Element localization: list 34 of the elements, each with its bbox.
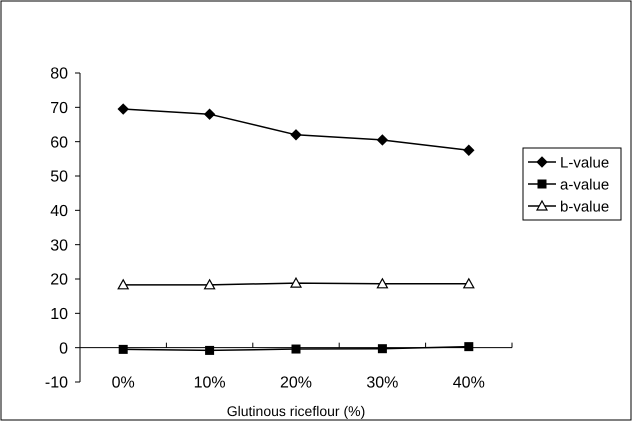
x-tick-label: 30% (366, 374, 398, 392)
point (292, 344, 300, 354)
point (464, 342, 474, 352)
point (204, 108, 216, 120)
point (376, 134, 388, 146)
y-tick-label: 40 (50, 202, 68, 220)
point (118, 344, 128, 354)
point (205, 346, 214, 355)
y-tick-label: 70 (50, 100, 68, 117)
x-tick-label: 0% (112, 374, 135, 392)
point (290, 129, 302, 140)
legend-label: b-value (560, 198, 610, 216)
y-tick-label: 20 (50, 272, 68, 289)
point (204, 279, 216, 290)
x-axis-title: Glutinous riceflour (%) (226, 403, 366, 419)
point (290, 278, 302, 288)
point (118, 279, 129, 290)
x-tick-label: 20% (280, 374, 312, 392)
point (463, 278, 474, 288)
point (376, 278, 388, 288)
point (463, 144, 474, 156)
y-tick-label: -10 (44, 374, 68, 392)
y-tick-label: 60 (50, 134, 68, 152)
point (378, 344, 387, 354)
x-tick-label: 40% (452, 374, 485, 392)
y-tick-label: 30 (50, 237, 68, 254)
legend-label: a-value (560, 176, 610, 194)
point (118, 104, 129, 115)
legend-label: L-value (560, 154, 610, 172)
y-tick-label: 50 (50, 168, 68, 186)
x-tick-label: 10% (194, 374, 226, 392)
y-tick-label: 0 (59, 340, 68, 358)
y-tick-label: 80 (50, 66, 68, 83)
y-tick-label: 10 (50, 306, 68, 323)
